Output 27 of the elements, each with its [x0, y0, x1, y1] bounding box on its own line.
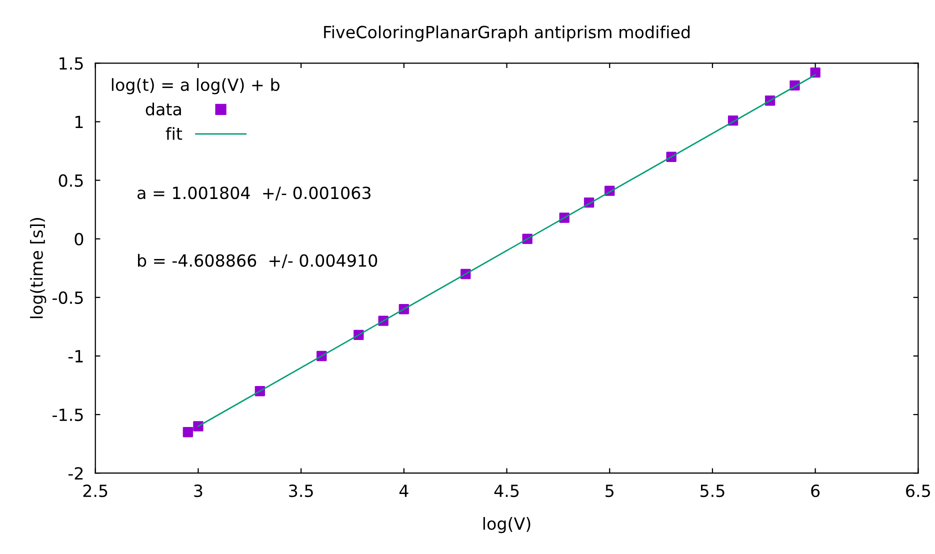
x-tick-label: 6 — [811, 484, 820, 498]
y-tick-label: 0 — [74, 232, 84, 246]
x-tick-label: 3 — [194, 484, 202, 498]
x-axis-title: log(V) — [483, 517, 530, 534]
y-tick-label: 1.5 — [60, 57, 83, 70]
annotation: b = -4.608866 +/- 0.004910 — [138, 254, 378, 268]
point — [182, 427, 194, 438]
legend-title: log(t) = a log(V) + b — [112, 78, 280, 94]
y-tick-label: 1 — [75, 116, 83, 128]
y-tick-label: -1.5 — [52, 408, 83, 422]
x-tick-label: 5 — [606, 484, 614, 498]
legend-label: data — [146, 102, 181, 116]
y-tick-label: -2 — [68, 467, 83, 480]
point — [810, 67, 820, 78]
y-axis-title: log(time [s]) — [30, 218, 46, 318]
annotation: a = 1.001804 +/- 0.001063 — [138, 186, 370, 200]
y-tick-label: -0.5 — [52, 291, 83, 304]
x-tick-label: 4.5 — [494, 484, 519, 498]
y-tick-label: -1 — [68, 350, 83, 362]
x-tick-label: 2.5 — [83, 484, 108, 498]
x-tick-label: 4 — [399, 484, 408, 497]
x-tick-label: 5.5 — [700, 484, 724, 498]
x-tick-label: 6.5 — [906, 484, 930, 498]
chart-title: FiveColoringPlanarGraph antiprism modified — [324, 25, 690, 42]
legend-label: fit — [166, 127, 182, 140]
y-tick-label: 0.5 — [58, 174, 83, 187]
x-tick-label: 3.5 — [289, 484, 313, 498]
